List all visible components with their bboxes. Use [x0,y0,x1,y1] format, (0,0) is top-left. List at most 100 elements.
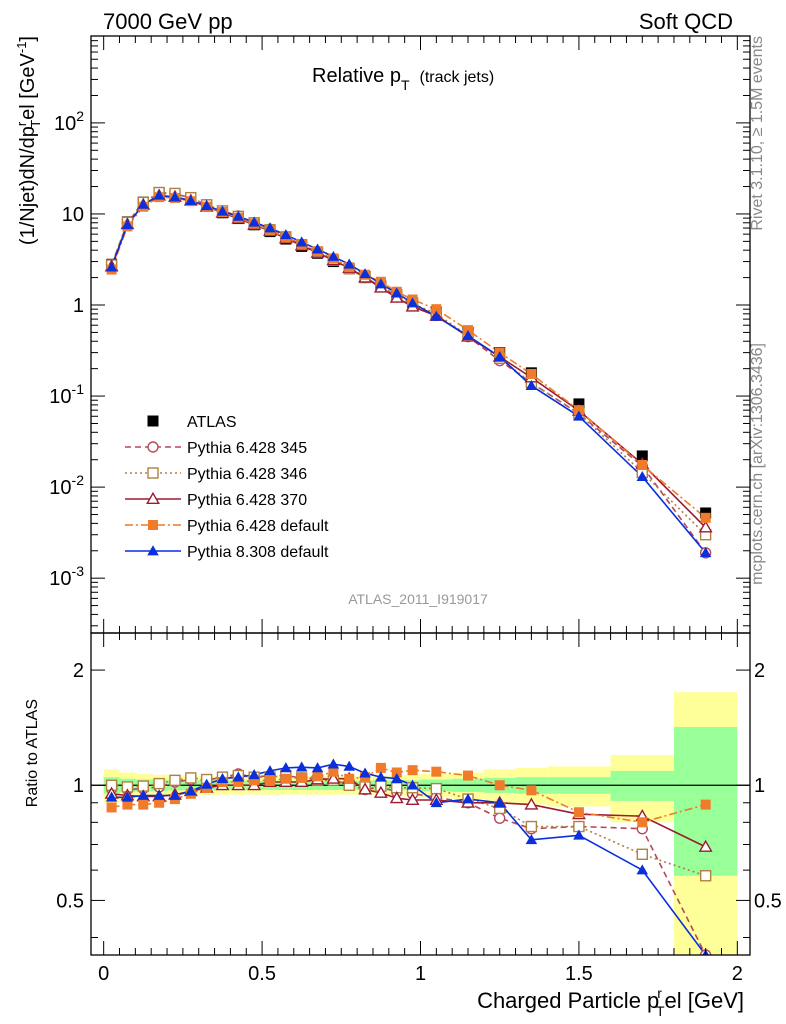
marker-p6def-20 [431,304,442,315]
legend-label-3: Pythia 6.428 370 [187,492,307,509]
marker-p8def-15 [343,258,355,269]
ratio-y-tick-label-right-0: 0.5 [754,890,782,912]
band-inner [610,770,674,801]
ratio-marker-p370-23 [524,797,539,810]
ratio-marker-p6def-13 [312,771,323,782]
ratio-y-tick-label-left-0: 0.5 [56,890,84,912]
ratio-marker-p6def-0 [106,802,117,813]
ratio-y-tick-label-left-1: 1 [73,775,84,797]
x-tick-label-4: 2 [732,963,743,985]
ratio-marker-p8def-11 [280,762,292,773]
ratio-marker-p346-25 [636,848,648,860]
marker-p6def-25 [637,459,648,470]
ratio-line-p345 [111,773,707,955]
ratio-marker-p6def-3 [154,797,165,808]
ratio-marker-p8def-18 [390,772,403,784]
plot-title-paren: (track jets) [420,69,495,86]
ratio-marker-p345-22 [494,812,506,824]
legend: ATLAS Pythia 6.428 345 Pythia 6.428 346 Pyt… [125,414,329,561]
ratio-marker-p6def-2 [138,799,149,810]
marker-p8def-7 [216,205,229,216]
ratio-marker-p346-20 [430,782,443,795]
x-axis-title-super: r [657,985,662,1001]
ratio-marker-p6def-23 [526,785,537,796]
ratio-marker-p8def-17 [375,771,387,782]
marker-p8def-11 [280,229,292,240]
ratio-marker-p6def-19 [407,765,418,776]
ratio-marker-p346-4 [169,774,181,787]
ratio-marker-p8def-0 [105,791,118,802]
marker-p6def-26 [700,512,711,523]
ratio-marker-p8def-9 [248,769,260,780]
ratio-marker-p6def-22 [494,780,505,791]
ratio-marker-p8def-23 [525,834,538,845]
ratio-marker-p8def-15 [343,760,355,771]
ratio-marker-p8def-5 [185,785,197,796]
marker-p8def-2 [137,198,150,209]
ratio-panel: 0.5 0.5 1 1 2 2 0 0.5 1 1.5 2 Ratio to ATLAS Charg… [24,632,782,1019]
y-axis-title-main: (1/Njet)dN/dp [17,126,39,245]
marker-p8def-13 [311,243,324,254]
x-tick-label-0: 0 [98,963,109,985]
ratio-y-tick-label-left-2: 2 [73,660,84,682]
marker-p8def-14 [327,250,340,261]
y-tick-label-top-3: 1 [73,295,84,317]
marker-p8def-18 [390,287,403,298]
ratio-marker-p6def-11 [280,773,291,784]
marker-p8def-8 [232,210,245,221]
ratio-marker-p6def-8 [233,776,244,787]
ratio-marker-p8def-12 [295,761,308,772]
series-line-p346 [110,191,707,536]
marker-p6def-24 [573,405,584,416]
marker-p6def-23 [526,368,537,379]
ratio-marker-p6def-12 [296,772,307,783]
ratio-marker-p8def-16 [359,767,371,778]
ratio-marker-p370-14 [326,771,341,784]
rivet-label: Rivet 3.1.10, ≥ 1.5M events [749,36,766,231]
x-axis-title: Charged Particle pr Tel [GeV] [477,985,744,1019]
ratio-y-tick-label-right-2: 2 [754,660,765,682]
ratio-marker-p6def-17 [375,762,386,773]
legend-marker-5 [147,545,159,556]
ratio-marker-p8def-22 [493,797,506,808]
ratio-marker-p8def-7 [216,772,229,784]
ratio-marker-p8def-24 [573,829,585,840]
ratio-marker-p6def-18 [391,767,402,778]
y-axis-title-tail: el [GeV [17,52,39,119]
marker-p8def-17 [375,278,387,289]
ratio-marker-p8def-25 [636,864,649,875]
plot-title-sub: T [401,77,410,93]
ratio-marker-p370-16 [358,782,373,795]
y-tick-label-top-2: 10-1 [49,381,84,408]
ratio-marker-p6def-25 [637,817,648,828]
y-axis-title: (1/Njet)dN/dprTel [GeV-1] [14,36,43,245]
marker-p8def-0 [105,261,118,272]
legend-marker-1 [147,441,159,453]
x-axis-title-main: Charged Particle p [477,988,659,1013]
marker-p8def-9 [248,216,260,227]
ratio-marker-p346-5 [185,772,197,784]
header-right-label: Soft QCD [639,9,733,34]
marker-p8def-19 [406,297,419,308]
legend-label-4: Pythia 6.428 default [187,518,329,535]
x-tick-label-3: 1.5 [565,963,593,985]
ratio-marker-p8def-14 [327,758,340,769]
marker-p8def-22 [493,351,506,362]
ratio-marker-p8def-21 [462,793,474,804]
y-axis-title-exp: -1 [14,42,29,54]
ratio-marker-p6def-1 [122,799,133,810]
ratio-marker-p8def-13 [311,762,324,773]
ratio-marker-p346-26 [699,870,712,882]
x-axis-title-tail: el [GeV] [665,988,744,1013]
data-point-atlas-25 [636,450,648,462]
ratio-marker-p6def-14 [328,766,339,777]
marker-p8def-6 [200,200,213,211]
ratio-marker-p8def-1 [121,791,134,802]
legend-label-0: ATLAS [187,414,237,431]
ratio-marker-p370-17 [373,785,388,798]
x-tick-label-1: 0.5 [248,963,276,985]
legend-marker-0 [147,415,159,427]
ratio-marker-p346-23 [525,820,538,833]
